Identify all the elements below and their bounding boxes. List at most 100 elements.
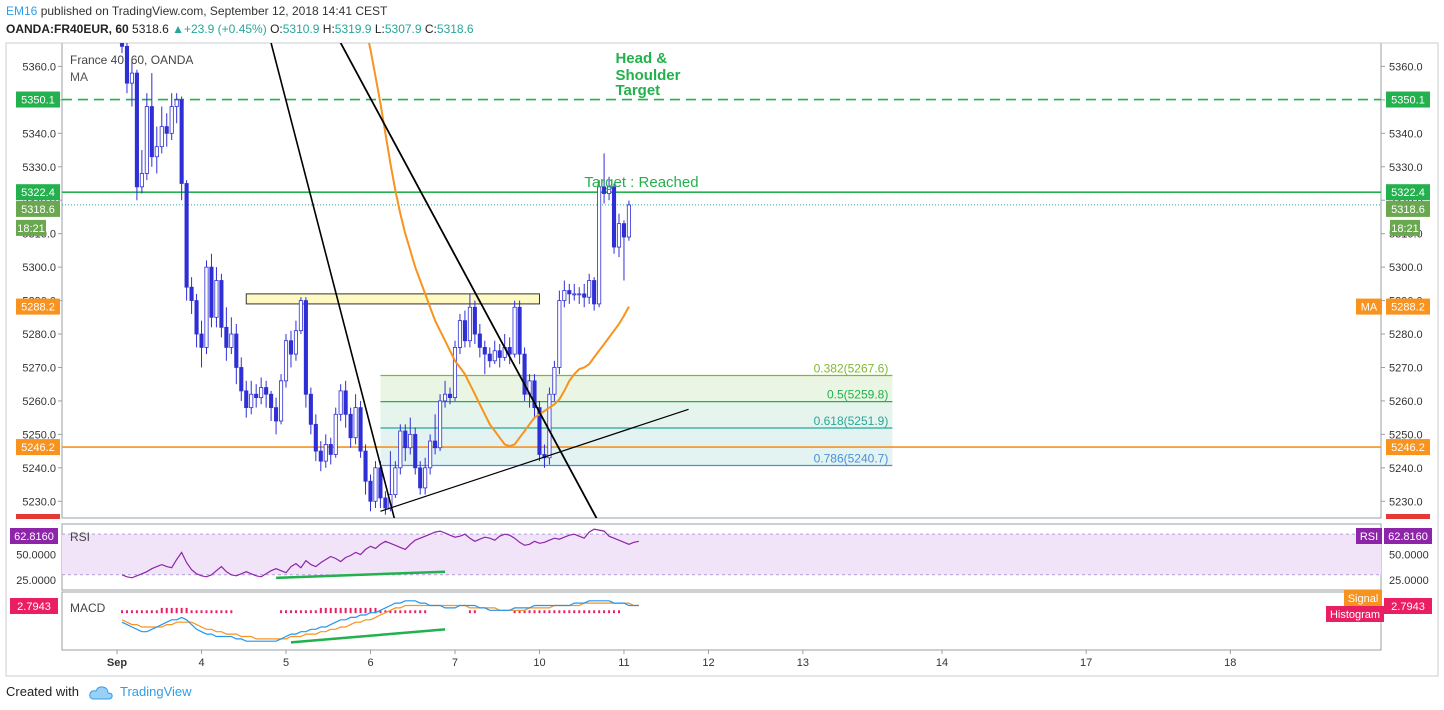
rsi-label: RSI xyxy=(70,530,90,544)
candle xyxy=(179,99,184,184)
candle xyxy=(522,353,527,395)
macd-histogram-bar xyxy=(573,610,576,614)
y-tick-label-left: 5230.0 xyxy=(22,496,56,508)
candle xyxy=(363,450,368,482)
price-tag-ma-right-bg xyxy=(1386,298,1430,315)
macd-histogram-bar xyxy=(528,610,531,614)
y-tick-label-right: 5360.0 xyxy=(1389,61,1423,73)
fib-level-label: 0.5(5259.8) xyxy=(827,388,888,402)
macd-value-left: 2.7943 xyxy=(17,601,51,613)
candle xyxy=(433,440,438,449)
macd-histogram-bar xyxy=(563,610,566,614)
author-link[interactable]: EM16 xyxy=(6,4,38,18)
rsi-tag-right-bg xyxy=(1356,528,1382,544)
candle xyxy=(408,433,413,449)
candle xyxy=(467,306,472,342)
price-tag-last-right-bg xyxy=(1386,200,1430,217)
candle xyxy=(318,450,323,462)
candle xyxy=(259,387,264,398)
candle xyxy=(134,72,139,188)
candle xyxy=(477,333,482,348)
candle xyxy=(328,444,333,455)
y-tick-label-left: 5280.0 xyxy=(22,329,56,341)
candle xyxy=(438,400,443,449)
macd-histogram-bar xyxy=(175,607,178,614)
candle xyxy=(149,106,154,158)
candle xyxy=(264,387,269,395)
candle xyxy=(403,430,408,449)
candle xyxy=(219,280,224,328)
price-tag-hs-right-bg xyxy=(1386,91,1430,108)
y-tick-label-left: 5270.0 xyxy=(22,362,56,374)
macd-histogram-bar xyxy=(220,610,223,614)
candle xyxy=(129,72,134,84)
macd-histogram-bar xyxy=(518,610,521,614)
macd-histogram-bar xyxy=(359,607,362,614)
low-label: L: xyxy=(374,22,385,36)
y-tick-label-left: 5330.0 xyxy=(22,162,56,174)
low-value: 5307.9 xyxy=(384,22,422,36)
x-tick-label: 5 xyxy=(283,657,289,669)
price-tag-hs-right: 5350.1 xyxy=(1391,95,1425,107)
chart-annotation: Target : Reached xyxy=(584,174,698,191)
candle xyxy=(169,106,174,134)
candle xyxy=(562,290,567,301)
close-value: 5318.6 xyxy=(436,22,474,36)
candle xyxy=(358,407,363,452)
macd-histogram-bar xyxy=(588,610,591,614)
published-text: published on TradingView.com, September … xyxy=(40,4,388,18)
macd-histogram-bar xyxy=(424,610,427,614)
macd-histogram-bar xyxy=(150,610,153,614)
rsi-value-left-bg xyxy=(10,528,58,544)
price-tag-ma-left: 5288.2 xyxy=(21,302,55,314)
macd-histogram-bar xyxy=(354,607,357,614)
candle xyxy=(512,306,517,355)
candle xyxy=(428,440,433,469)
candle xyxy=(189,286,194,301)
macd-histogram-bar xyxy=(583,610,586,614)
macd-histogram-bar xyxy=(513,610,516,614)
downtrend-line-1 xyxy=(270,43,396,518)
x-tick-label: 13 xyxy=(797,657,809,669)
macd-histogram-bar xyxy=(404,610,407,614)
macd-histogram-bar xyxy=(130,610,133,614)
macd-histogram-bar xyxy=(414,610,417,614)
open-label: O: xyxy=(270,22,283,36)
macd-histogram-bar xyxy=(190,610,193,614)
ma-line xyxy=(368,43,630,448)
fib-level-label: 0.618(5251.9) xyxy=(814,414,889,428)
macd-histogram-bar xyxy=(364,607,367,614)
macd-histogram-bar xyxy=(289,610,292,614)
macd-histogram-bar xyxy=(185,607,188,614)
candle xyxy=(626,204,631,238)
candle xyxy=(353,407,358,439)
tradingview-brand-link[interactable]: TradingView xyxy=(120,684,192,699)
y-tick-label-right: 5280.0 xyxy=(1389,329,1423,341)
candle xyxy=(373,467,378,502)
macd-histogram-bar xyxy=(339,607,342,614)
high-label: H: xyxy=(322,22,335,36)
symbol-name[interactable]: OANDA:FR40EUR, 60 xyxy=(6,22,129,36)
candle xyxy=(472,306,477,335)
macd-histogram-bar xyxy=(195,610,198,614)
chart-annotation: Shoulder xyxy=(615,67,680,84)
countdown-right: 18:21 xyxy=(1391,223,1419,235)
macd-histogram-bar xyxy=(538,610,541,614)
macd-histogram-bar xyxy=(200,610,203,614)
candle xyxy=(348,413,353,439)
candle xyxy=(278,380,284,422)
macd-histogram-bar xyxy=(140,610,143,614)
macd-histogram-bar xyxy=(468,610,471,614)
rsi-tick-left: 25.0000 xyxy=(16,575,56,587)
macd-histogram-bar xyxy=(314,610,317,614)
candle xyxy=(517,306,522,355)
macd-histogram-bar xyxy=(135,610,138,614)
price-chart[interactable]: 0.382(5267.6) 0.5(5259.8) 0.618(5251.9) 0.7… xyxy=(0,0,1444,680)
price-tag-target-right-bg xyxy=(1386,184,1430,201)
y-tick-label-right: 5300.0 xyxy=(1389,262,1423,274)
macd-histogram-bar xyxy=(593,610,596,614)
price-tag-bottom-left-bg xyxy=(16,514,60,519)
macd-histogram-bar xyxy=(389,610,392,614)
candle xyxy=(587,280,592,298)
y-tick-label-right: 5230.0 xyxy=(1389,496,1423,508)
